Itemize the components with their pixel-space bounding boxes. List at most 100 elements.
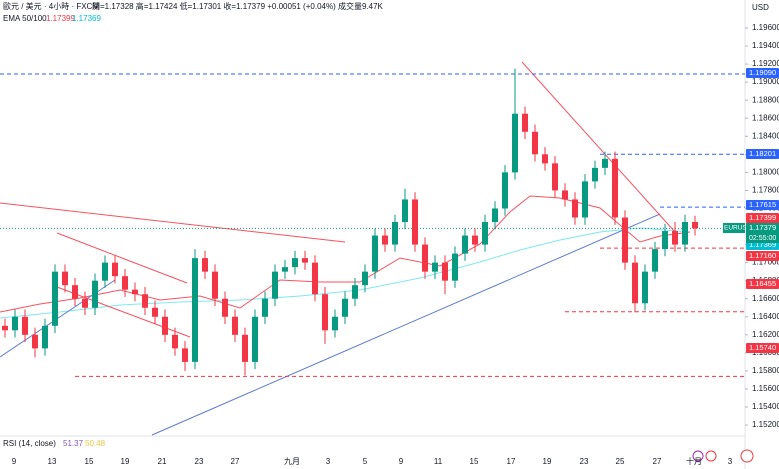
ema-label: EMA 50/100	[3, 14, 47, 23]
candle-body	[162, 316, 168, 335]
candle-body	[682, 222, 688, 245]
candle-body	[262, 298, 268, 317]
candle-body	[112, 262, 118, 277]
symbol-badge	[723, 223, 745, 233]
candle-body	[672, 231, 678, 245]
ema-100	[0, 227, 691, 319]
candle-body	[642, 271, 648, 304]
ohlc: 開=1.17328 高=1.17424 低=1.17301 收=1.17379 …	[92, 1, 384, 11]
ema-value: 1.17369	[72, 14, 101, 23]
x-tick-label: 3	[326, 457, 331, 466]
level-badge	[746, 343, 779, 353]
rsi-value: 50.48	[85, 439, 106, 448]
y-tick-label: 1.16600	[752, 294, 779, 303]
candle-body	[612, 158, 618, 218]
candle-body	[332, 316, 338, 331]
candle-body	[452, 253, 458, 281]
candle-body	[482, 222, 488, 245]
candle-body	[132, 289, 138, 295]
candle-body	[322, 294, 328, 331]
y-tick-label: 1.15200	[752, 420, 779, 429]
candle-body	[442, 262, 448, 281]
level-label: 1.16455	[749, 279, 776, 288]
x-tick-label: 5	[363, 457, 368, 466]
candle-body	[622, 217, 628, 263]
icon[interactable]	[705, 450, 717, 462]
x-tick-label: 27	[653, 457, 662, 466]
candle-body	[342, 298, 348, 317]
x-tick-label: 13	[48, 457, 57, 466]
x-tick-label: 十月	[686, 456, 702, 466]
trend-line	[521, 61, 676, 233]
level-label: 1.17369	[749, 240, 776, 249]
candle-body	[502, 172, 508, 209]
candle-body	[632, 262, 638, 304]
candle-body	[192, 258, 198, 362]
trend-line	[56, 232, 188, 284]
candle-body	[222, 298, 228, 317]
level-badge	[746, 251, 779, 261]
x-tick-label: 3	[728, 457, 733, 466]
candle-body	[492, 208, 498, 223]
candle-body	[12, 316, 18, 331]
candle-body	[62, 271, 68, 286]
candle-body	[302, 258, 308, 263]
x-tick-label: 九月	[284, 457, 300, 466]
x-tick-label: 25	[616, 457, 625, 466]
candle-body	[692, 222, 698, 229]
x-tick-label: 19	[121, 457, 130, 466]
candle-body	[432, 262, 438, 272]
candle-body	[462, 235, 468, 254]
x-tick-label: 19	[543, 457, 552, 466]
y-tick-label: 1.17800	[752, 186, 779, 195]
y-tick-label: 1.19400	[752, 41, 779, 50]
candle-body	[422, 244, 428, 272]
symbol: EURUSD	[724, 225, 752, 232]
candle-body	[182, 348, 188, 362]
x-tick-label: 27	[231, 457, 240, 466]
candle-body	[582, 181, 588, 218]
trend-line	[0, 202, 346, 243]
candle-body	[572, 199, 578, 218]
level-label: 1.19090	[749, 68, 776, 77]
candle-body	[402, 199, 408, 223]
y-tick-label: 1.16400	[752, 312, 779, 321]
y-tick-label: 1.15800	[752, 366, 779, 375]
candle-body	[82, 298, 88, 308]
y-tick-label: 1.17000	[752, 258, 779, 267]
y-tick-label: 1.19200	[752, 59, 779, 68]
y-tick-label: 1.15600	[752, 384, 779, 393]
y-tick-label: 1.18000	[752, 167, 779, 176]
candle-body	[392, 222, 398, 245]
x-tick-label: 23	[580, 457, 589, 466]
y-tick-label: 1.19600	[752, 23, 779, 32]
icon[interactable]	[692, 450, 704, 462]
candle-body	[212, 271, 218, 299]
candle-body	[652, 249, 658, 272]
level-badge	[746, 213, 779, 223]
level-label: 1.18201	[749, 149, 776, 158]
icon[interactable]	[740, 449, 754, 463]
candle-body	[372, 235, 378, 272]
x-tick-label: 21	[158, 457, 167, 466]
candle-body	[362, 271, 368, 286]
candle-body	[42, 325, 48, 349]
last-price-label: 1.17379	[749, 223, 776, 232]
currency: USD	[752, 3, 769, 12]
rsi-value: 51.37	[63, 439, 84, 448]
level-badge	[746, 279, 779, 289]
candle-body	[292, 258, 298, 268]
y-tick-label: 1.18800	[752, 95, 779, 104]
candle-body	[52, 271, 58, 326]
x-tick-label: 9	[399, 457, 404, 466]
countdown: 02:55:00	[749, 235, 776, 242]
candle-body	[552, 163, 558, 191]
candle-body	[382, 235, 388, 245]
candle-body	[592, 167, 598, 182]
title: 歐元 / 美元 · 4小時 · FXCM	[3, 1, 99, 11]
level-label: 1.17399	[749, 213, 776, 222]
x-tick-label: 23	[195, 457, 204, 466]
level-badge	[746, 149, 779, 159]
y-tick-label: 1.16200	[752, 330, 779, 339]
ema-value: 1.17399	[46, 14, 75, 23]
